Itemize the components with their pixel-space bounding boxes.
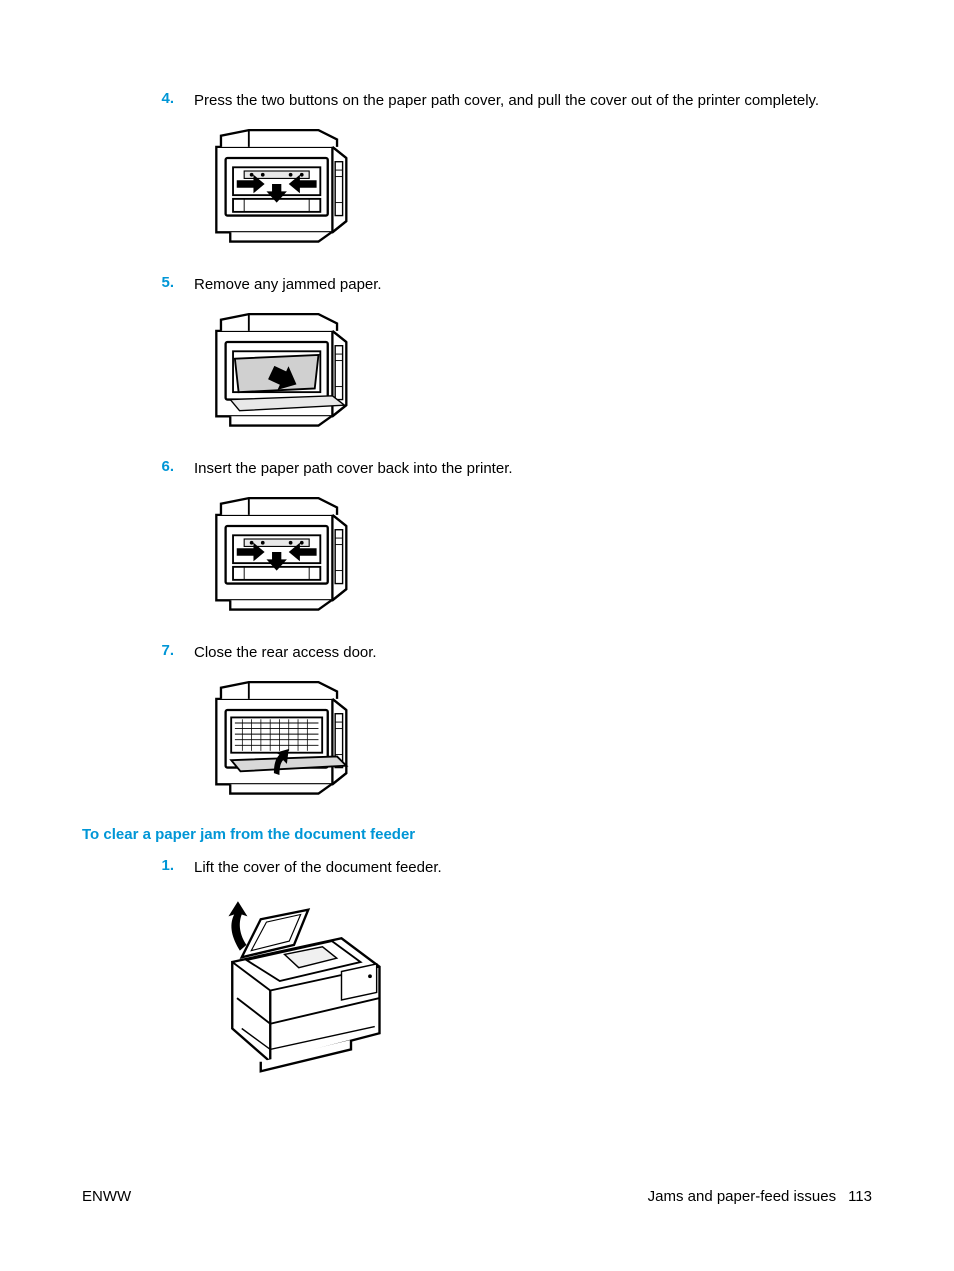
step-text: Remove any jammed paper. bbox=[194, 274, 872, 295]
step-text: Close the rear access door. bbox=[194, 642, 872, 663]
footer-section-label: Jams and paper-feed issues bbox=[648, 1188, 836, 1205]
instruction-step: 4.Press the two buttons on the paper pat… bbox=[82, 90, 872, 111]
page-footer: ENWW Jams and paper-feed issues 113 bbox=[82, 1188, 872, 1205]
step-figure bbox=[194, 119, 872, 254]
step-text: Press the two buttons on the paper path … bbox=[194, 90, 872, 111]
step-figure bbox=[194, 303, 872, 438]
step-number: 5. bbox=[82, 274, 194, 291]
instruction-step: 1.Lift the cover of the document feeder. bbox=[82, 857, 872, 878]
instruction-step: 7.Close the rear access door. bbox=[82, 642, 872, 663]
document-page: 4.Press the two buttons on the paper pat… bbox=[0, 0, 954, 1081]
step-number: 4. bbox=[82, 90, 194, 107]
step-number: 6. bbox=[82, 458, 194, 475]
footer-left: ENWW bbox=[82, 1188, 131, 1205]
step-figure bbox=[194, 487, 872, 622]
section-heading: To clear a paper jam from the document f… bbox=[82, 826, 872, 843]
step-text: Lift the cover of the document feeder. bbox=[194, 857, 872, 878]
instruction-step: 6.Insert the paper path cover back into … bbox=[82, 458, 872, 479]
step-number: 1. bbox=[82, 857, 194, 874]
step-text: Insert the paper path cover back into th… bbox=[194, 458, 872, 479]
step-figure bbox=[194, 886, 872, 1081]
footer-page-number: 113 bbox=[848, 1188, 872, 1205]
instruction-step: 5.Remove any jammed paper. bbox=[82, 274, 872, 295]
step-number: 7. bbox=[82, 642, 194, 659]
step-figure bbox=[194, 671, 872, 806]
